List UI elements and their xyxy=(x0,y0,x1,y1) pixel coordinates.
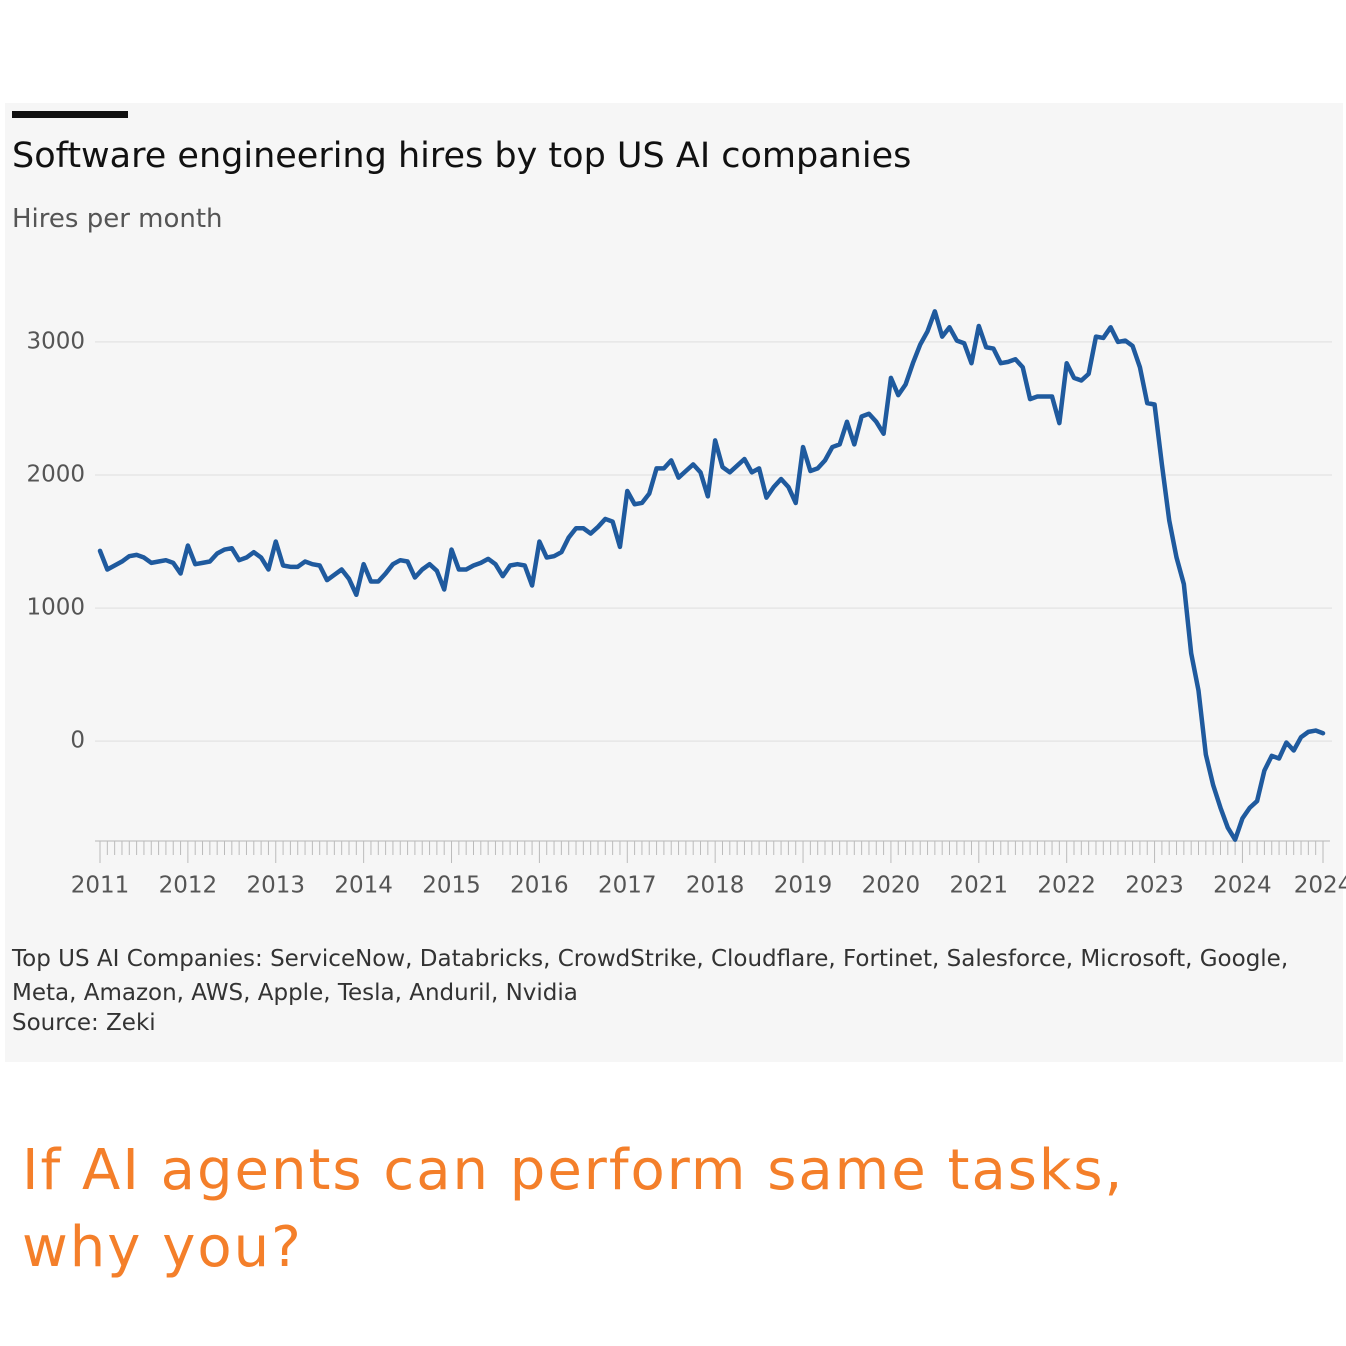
accent-bar xyxy=(12,111,128,118)
x-tick-label: 2019 xyxy=(774,873,833,899)
x-tick-label: 2017 xyxy=(598,873,657,899)
chart-title: Software engineering hires by top US AI … xyxy=(12,136,912,176)
x-tick-label: 2022 xyxy=(1037,873,1096,899)
x-tick-label: 2023 xyxy=(1125,873,1184,899)
y-tick-label: 0 xyxy=(70,728,85,754)
x-tick-label: 2015 xyxy=(422,873,481,899)
chart-notes: Top US AI Companies: ServiceNow, Databri… xyxy=(12,946,1289,1006)
y-tick-label: 3000 xyxy=(26,328,85,354)
x-tick-label: 2013 xyxy=(246,873,305,899)
data-line xyxy=(97,309,1326,842)
x-tick-label: 2012 xyxy=(159,873,218,899)
x-tick-label: 2024 xyxy=(1294,873,1346,899)
x-tick-label: 2024 xyxy=(1213,873,1272,899)
x-tick-label: 2011 xyxy=(71,873,130,899)
chart-panel xyxy=(5,103,1343,1062)
caption-line: why you? xyxy=(22,1215,303,1280)
y-tick-label: 1000 xyxy=(26,595,85,621)
caption-line: If AI agents can perform same tasks, xyxy=(22,1138,1125,1203)
x-tick-label: 2021 xyxy=(950,873,1009,899)
chart-subtitle: Hires per month xyxy=(12,204,223,234)
x-tick-label: 2014 xyxy=(334,873,393,899)
x-tick-label: 2016 xyxy=(510,873,569,899)
y-tick-label: 2000 xyxy=(26,462,85,488)
x-tick-label: 2018 xyxy=(686,873,745,899)
x-tick-label: 2020 xyxy=(862,873,921,899)
chart-source: Source: Zeki xyxy=(12,1010,156,1036)
